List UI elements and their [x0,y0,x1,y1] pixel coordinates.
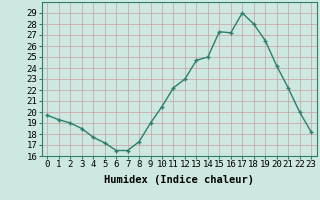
X-axis label: Humidex (Indice chaleur): Humidex (Indice chaleur) [104,175,254,185]
